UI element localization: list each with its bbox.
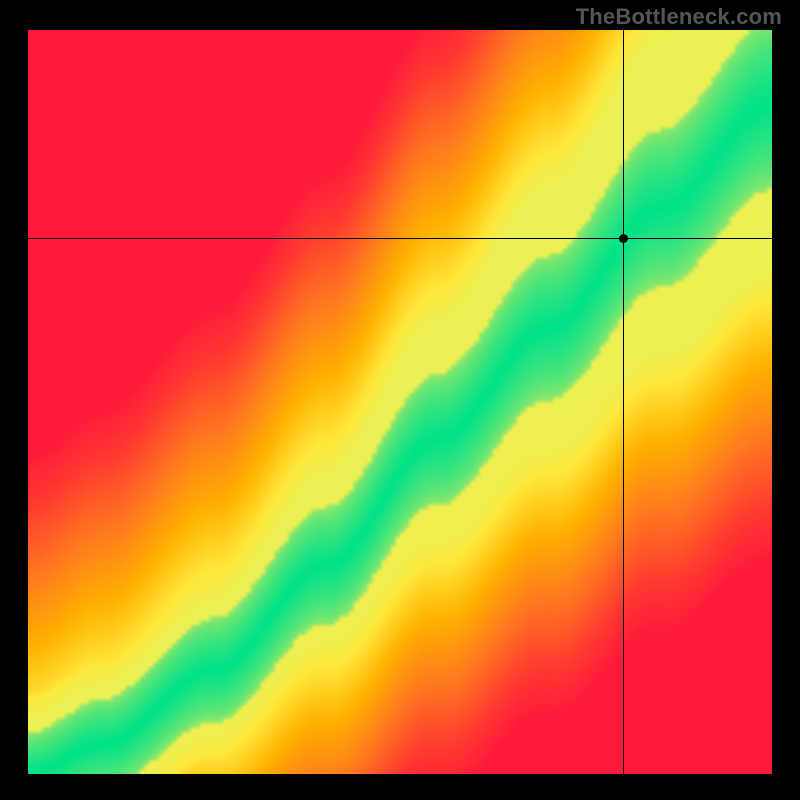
chart-container: TheBottleneck.com — [0, 0, 800, 800]
crosshair-marker — [619, 234, 628, 243]
watermark-text: TheBottleneck.com — [576, 4, 782, 30]
crosshair-vertical — [623, 30, 624, 774]
crosshair-horizontal — [28, 238, 772, 239]
bottleneck-heatmap — [28, 30, 772, 774]
